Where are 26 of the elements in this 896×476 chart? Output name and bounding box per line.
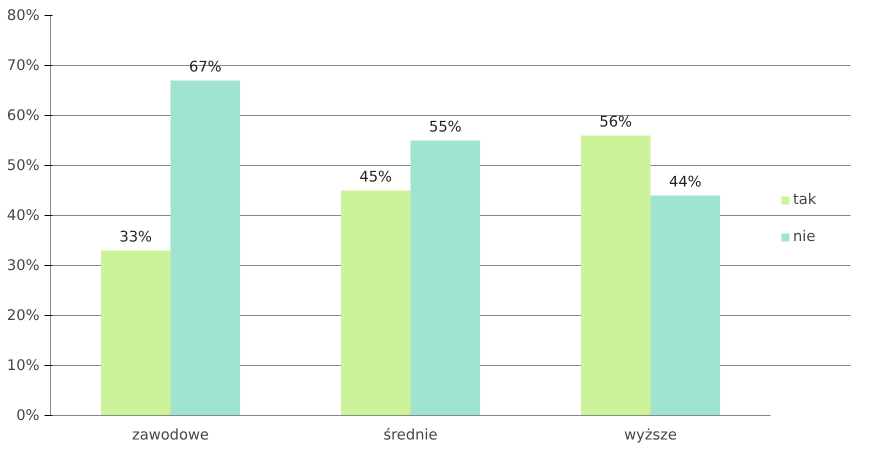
x-tick-label: średnie (383, 426, 438, 444)
x-tick-label: zawodowe (132, 426, 209, 444)
data-label: 67% (189, 58, 222, 76)
y-tick-label: 80% (6, 7, 40, 24)
data-label: 45% (359, 168, 392, 186)
data-label: 44% (669, 174, 702, 190)
y-tick-label: 50% (6, 157, 40, 174)
y-tick-label: 20% (6, 307, 40, 324)
bar (340, 190, 410, 416)
data-label: 55% (429, 118, 462, 136)
y-tick-label: 10% (6, 357, 40, 374)
y-tick-label: 70% (6, 57, 40, 74)
x-tick-label: wyższe (624, 426, 677, 444)
y-tick-label: 0% (16, 407, 40, 424)
y-tick-label: 60% (6, 107, 40, 124)
bar (410, 140, 480, 416)
bar (170, 80, 240, 416)
legend-label: tak (793, 191, 816, 208)
bar (100, 250, 170, 416)
bar (650, 196, 720, 416)
data-label: 56% (599, 114, 632, 130)
data-label: 33% (119, 228, 152, 246)
bar (580, 136, 650, 416)
legend-label: nie (793, 228, 816, 245)
y-tick-label: 30% (6, 257, 40, 274)
y-tick-label: 40% (6, 207, 40, 224)
